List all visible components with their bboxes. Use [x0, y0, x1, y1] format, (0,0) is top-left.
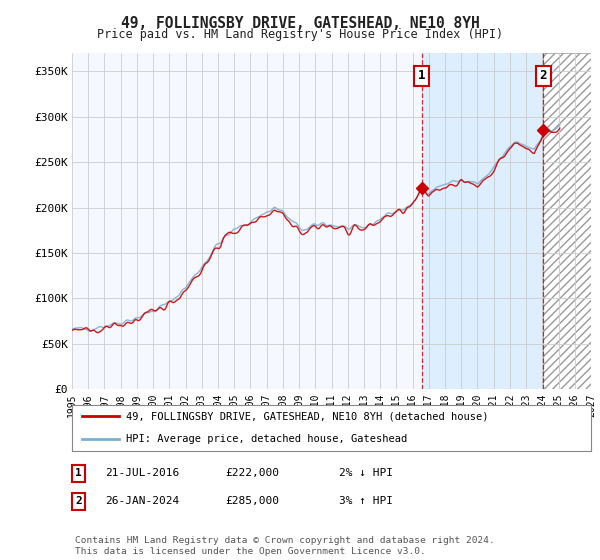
- Text: 49, FOLLINGSBY DRIVE, GATESHEAD, NE10 8YH: 49, FOLLINGSBY DRIVE, GATESHEAD, NE10 8Y…: [121, 16, 479, 31]
- Text: £222,000: £222,000: [225, 468, 279, 478]
- Text: 26-JAN-2024: 26-JAN-2024: [105, 496, 179, 506]
- Bar: [422, 53, 544, 389]
- Text: 2: 2: [540, 69, 547, 82]
- Text: 2: 2: [75, 496, 82, 506]
- Text: £285,000: £285,000: [225, 496, 279, 506]
- Bar: [544, 53, 591, 389]
- Text: Price paid vs. HM Land Registry's House Price Index (HPI): Price paid vs. HM Land Registry's House …: [97, 28, 503, 41]
- Text: 1: 1: [75, 468, 82, 478]
- Text: 1: 1: [418, 69, 425, 82]
- Text: 2% ↓ HPI: 2% ↓ HPI: [339, 468, 393, 478]
- Text: HPI: Average price, detached house, Gateshead: HPI: Average price, detached house, Gate…: [127, 435, 408, 444]
- Text: 3% ↑ HPI: 3% ↑ HPI: [339, 496, 393, 506]
- Text: Contains HM Land Registry data © Crown copyright and database right 2024.
This d: Contains HM Land Registry data © Crown c…: [75, 536, 495, 556]
- Text: 49, FOLLINGSBY DRIVE, GATESHEAD, NE10 8YH (detached house): 49, FOLLINGSBY DRIVE, GATESHEAD, NE10 8Y…: [127, 412, 489, 421]
- Text: 21-JUL-2016: 21-JUL-2016: [105, 468, 179, 478]
